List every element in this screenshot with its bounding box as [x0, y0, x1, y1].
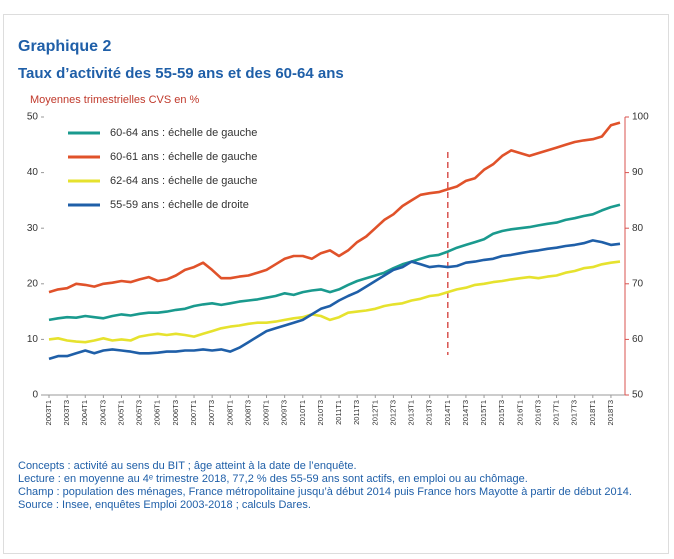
note: Concepts : activité au sens du BIT ; âge… [18, 460, 357, 472]
note: Champ : population des ménages, France m… [18, 486, 632, 498]
x-tick-label: 2009T1 [262, 400, 271, 425]
x-tick-label: 2005T3 [135, 400, 144, 425]
frame [3, 14, 669, 554]
y2-tick-label: 70 [632, 278, 644, 289]
y-tick-label: 50 [27, 112, 39, 123]
x-tick-label: 2015T1 [479, 400, 488, 425]
x-tick-label: 2017T3 [570, 400, 579, 425]
note: Lecture : en moyenne au 4ᵉ trimestre 201… [18, 473, 528, 485]
x-tick-label: 2011T3 [352, 400, 361, 425]
x-tick-label: 2012T1 [370, 400, 379, 425]
x-tick-label: 2003T3 [62, 400, 71, 425]
notes: Concepts : activité au sens du BIT ; âge… [18, 460, 658, 512]
y-tick-label: 20 [27, 278, 39, 289]
y2-tick-label: 80 [632, 223, 644, 234]
x-tick-label: 2012T3 [388, 400, 397, 425]
y2-tick-label: 100 [632, 112, 649, 123]
x-tick-label: 2018T3 [606, 400, 615, 425]
x-tick-label: 2015T3 [497, 400, 506, 425]
x-tick-label: 2014T3 [461, 400, 470, 425]
x-tick-label: 2016T1 [515, 400, 524, 425]
series-line [48, 203, 621, 322]
legend-label: 55-59 ans : échelle de droite [110, 199, 249, 211]
x-tick-label: 2017T1 [552, 400, 561, 425]
x-tick-label: 2013T1 [407, 400, 416, 425]
chart: Graphique 2 Taux d’activité des 55-59 an… [18, 38, 649, 425]
y-tick-label: 40 [27, 167, 39, 178]
x-tick-label: 2003T1 [44, 400, 53, 425]
y2-tick-label: 90 [632, 167, 644, 178]
y2-tick-label: 50 [632, 390, 644, 401]
x-tick-label: 2006T1 [153, 400, 162, 425]
series-line [48, 121, 621, 294]
chart-subtitle: Taux d’activité des 55-59 ans et des 60-… [18, 65, 344, 82]
legend-label: 62-64 ans : échelle de gauche [110, 175, 257, 187]
x-tick-label: 2004T1 [80, 400, 89, 425]
series-line [48, 260, 621, 344]
y-tick-label: 0 [32, 390, 38, 401]
x-tick-label: 2008T1 [225, 400, 234, 425]
x-tick-label: 2009T3 [280, 400, 289, 425]
x-tick-label: 2018T1 [588, 400, 597, 425]
x-tick-label: 2010T3 [316, 400, 325, 425]
x-tick-label: 2016T3 [533, 400, 542, 425]
y2-tick-label: 60 [632, 334, 644, 345]
x-tick-label: 2011T1 [334, 400, 343, 425]
x-tick-label: 2004T3 [98, 400, 107, 425]
legend-label: 60-64 ans : échelle de gauche [110, 127, 257, 139]
note: Source : Insee, enquêtes Emploi 2003-201… [18, 499, 311, 511]
legend-label: 60-61 ans : échelle de gauche [110, 151, 257, 163]
y-axis-label: Moyennes trimestrielles CVS en % [30, 94, 200, 106]
x-tick-label: 2008T3 [243, 400, 252, 425]
x-tick-label: 2005T1 [116, 400, 125, 425]
x-tick-label: 2007T1 [189, 400, 198, 425]
series-line [48, 239, 621, 361]
x-tick-label: 2007T3 [207, 400, 216, 425]
x-tick-label: 2013T3 [425, 400, 434, 425]
y-tick-label: 30 [27, 223, 39, 234]
x-tick-label: 2014T1 [443, 400, 452, 425]
x-tick-label: 2006T3 [171, 400, 180, 425]
x-tick-label: 2010T1 [298, 400, 307, 425]
chart-title: Graphique 2 [18, 38, 111, 55]
y-tick-label: 10 [27, 334, 39, 345]
